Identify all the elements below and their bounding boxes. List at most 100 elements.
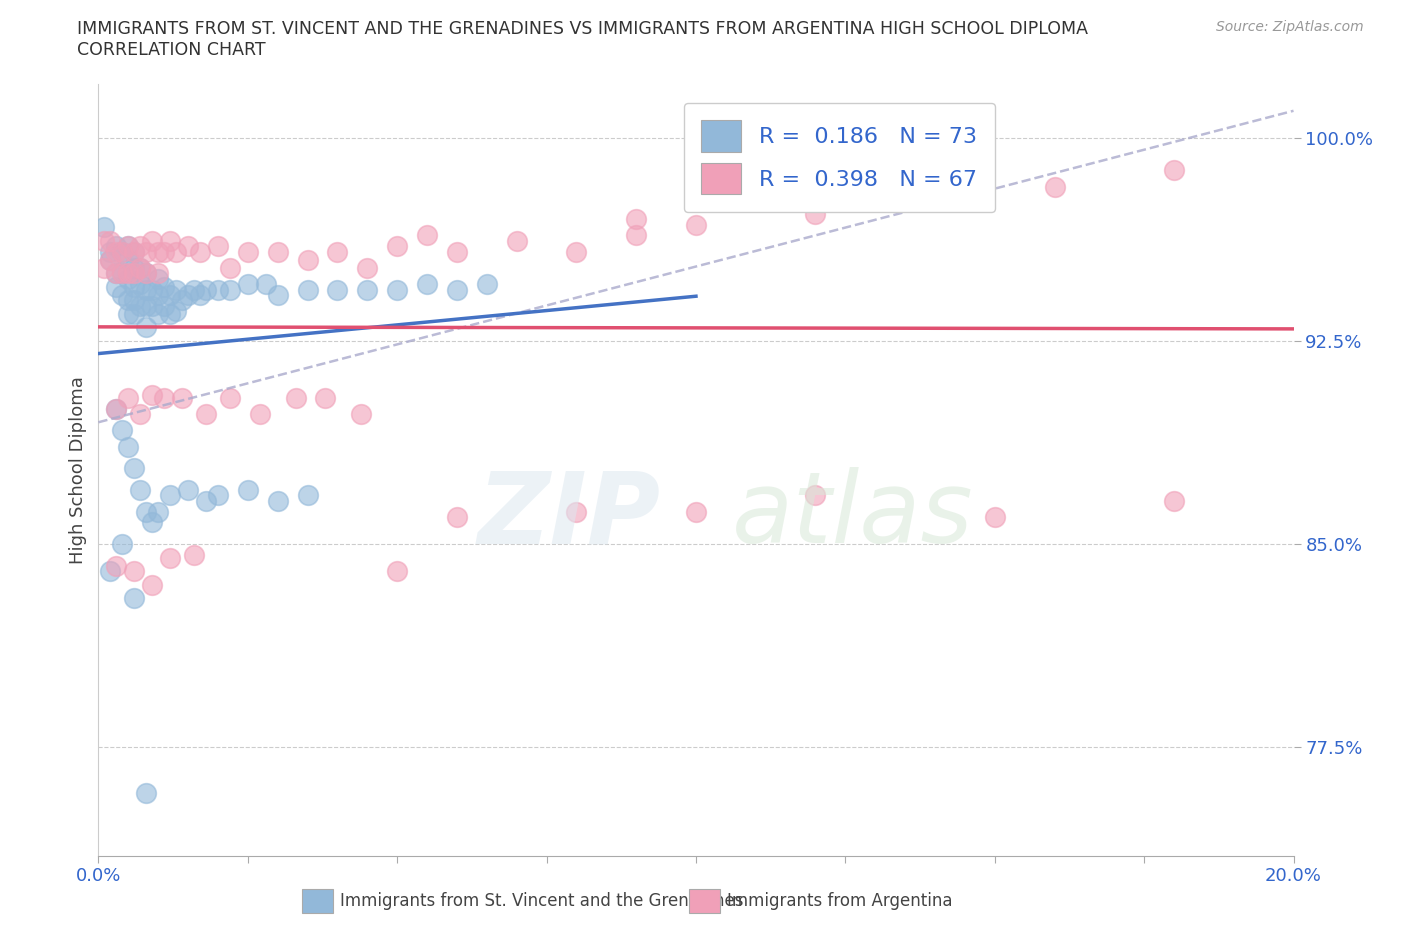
Point	[188, 245, 211, 259]
Point	[267, 493, 290, 508]
Point	[111, 537, 134, 551]
Point	[135, 320, 157, 335]
Point	[105, 401, 128, 416]
Point	[135, 504, 157, 519]
Point	[141, 233, 163, 248]
Point	[105, 266, 128, 281]
Point	[148, 245, 170, 259]
Point	[135, 245, 157, 259]
Point	[1163, 163, 1185, 178]
Point	[207, 239, 229, 254]
Point	[172, 293, 194, 308]
Point	[356, 260, 378, 275]
Y-axis label: High School Diploma: High School Diploma	[69, 376, 87, 564]
Point	[446, 245, 468, 259]
Point	[183, 548, 205, 563]
Point	[159, 551, 181, 565]
Point	[93, 219, 115, 234]
Point	[117, 252, 139, 267]
Point	[172, 391, 194, 405]
Point	[236, 245, 259, 259]
Point	[124, 260, 146, 275]
Point	[416, 277, 439, 292]
Text: CORRELATION CHART: CORRELATION CHART	[77, 41, 266, 59]
Point	[98, 564, 122, 578]
Point	[159, 307, 181, 322]
Point	[93, 233, 115, 248]
Point	[267, 245, 290, 259]
Point	[159, 287, 181, 302]
Point	[98, 233, 122, 248]
Point	[506, 233, 529, 248]
Point	[117, 239, 139, 254]
Point	[177, 239, 200, 254]
Point	[326, 282, 349, 297]
Point	[141, 515, 163, 530]
Point	[267, 287, 290, 302]
Point	[111, 423, 134, 438]
Point	[117, 272, 139, 286]
Point	[804, 206, 827, 221]
Point	[129, 277, 152, 292]
Point	[385, 564, 409, 578]
Point	[159, 233, 181, 248]
Point	[148, 287, 170, 302]
Point	[135, 299, 157, 313]
Point	[129, 239, 152, 254]
Point	[153, 279, 176, 294]
Point	[117, 266, 139, 281]
Point	[207, 282, 229, 297]
Text: ZIP: ZIP	[477, 468, 661, 565]
Point	[385, 282, 409, 297]
Point	[326, 245, 349, 259]
Point	[284, 391, 307, 405]
Point	[385, 239, 409, 254]
Text: IMMIGRANTS FROM ST. VINCENT AND THE GRENADINES VS IMMIGRANTS FROM ARGENTINA HIGH: IMMIGRANTS FROM ST. VINCENT AND THE GREN…	[77, 20, 1088, 38]
Point	[416, 228, 439, 243]
Point	[297, 488, 319, 503]
Point	[924, 190, 946, 205]
Point	[446, 282, 468, 297]
Text: Source: ZipAtlas.com: Source: ZipAtlas.com	[1216, 20, 1364, 34]
Point	[111, 266, 134, 281]
Point	[135, 266, 157, 281]
Point	[117, 307, 139, 322]
Point	[105, 239, 128, 254]
Point	[219, 282, 242, 297]
Point	[98, 245, 122, 259]
Point	[129, 260, 152, 275]
Point	[124, 279, 146, 294]
Point	[148, 504, 170, 519]
Point	[148, 272, 170, 286]
Point	[254, 277, 277, 292]
Point	[117, 239, 139, 254]
Point	[685, 504, 707, 519]
Point	[111, 266, 134, 281]
Point	[105, 401, 128, 416]
Point	[153, 245, 176, 259]
Point	[183, 282, 205, 297]
Text: atlas: atlas	[733, 468, 973, 565]
Point	[219, 391, 242, 405]
Point	[153, 299, 176, 313]
Point	[315, 391, 337, 405]
Point	[195, 282, 218, 297]
Point	[177, 483, 200, 498]
Point	[165, 245, 187, 259]
Point	[141, 282, 163, 297]
Point	[117, 439, 139, 454]
Point	[98, 252, 122, 267]
Point	[105, 266, 128, 281]
Point	[219, 260, 242, 275]
Point	[153, 391, 176, 405]
Point	[117, 293, 139, 308]
Point	[117, 391, 139, 405]
Point	[626, 212, 648, 227]
Point	[297, 282, 319, 297]
Point	[804, 488, 827, 503]
Point	[111, 245, 134, 259]
Point	[1163, 493, 1185, 508]
Text: Immigrants from Argentina: Immigrants from Argentina	[727, 892, 952, 910]
Point	[93, 260, 115, 275]
Point	[124, 564, 146, 578]
